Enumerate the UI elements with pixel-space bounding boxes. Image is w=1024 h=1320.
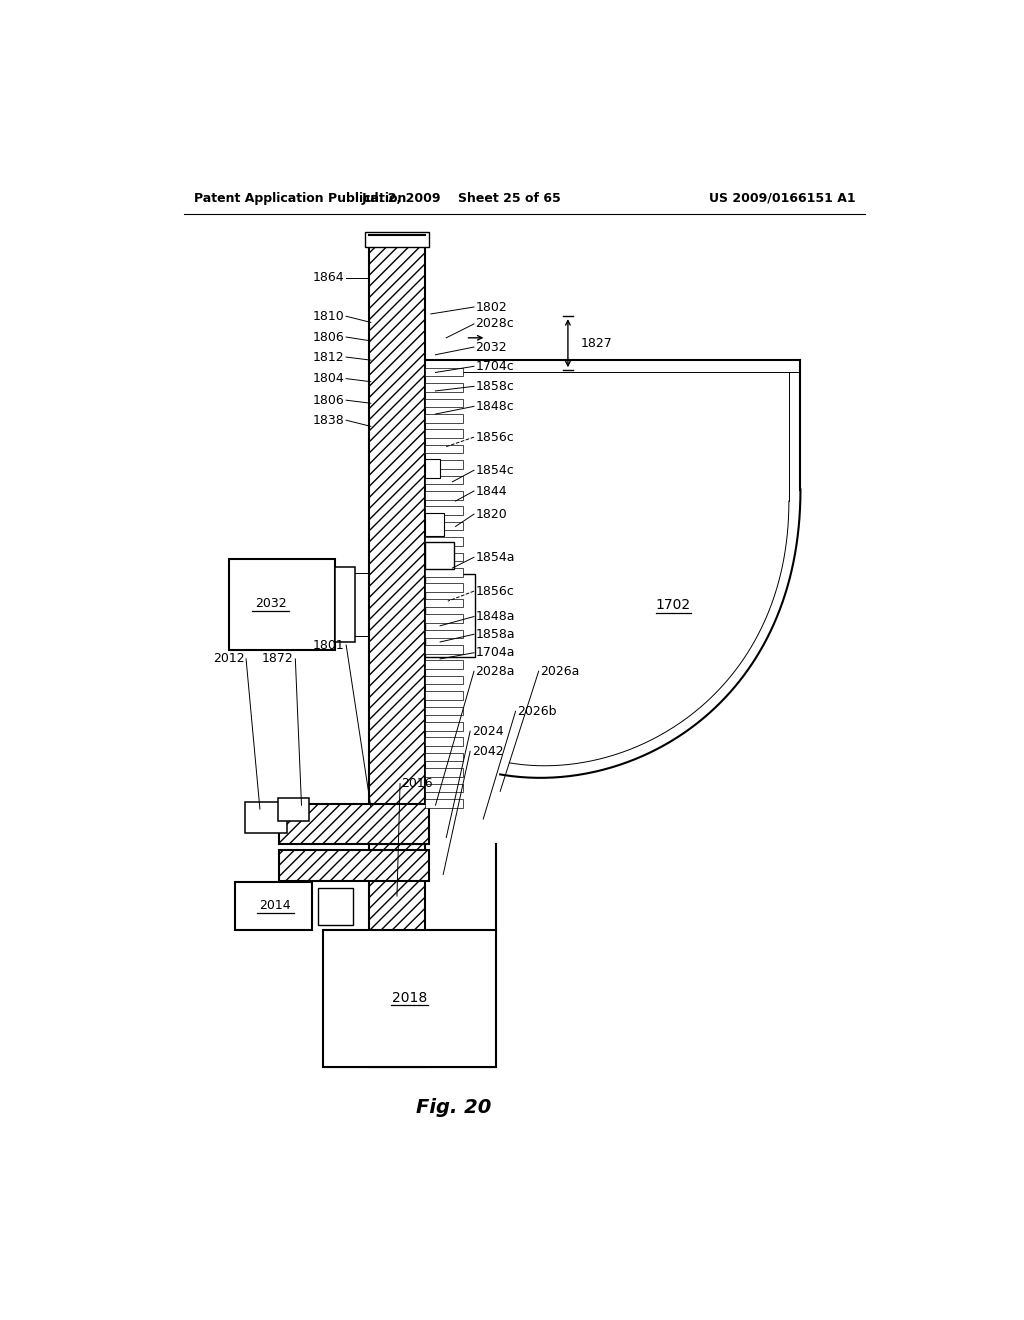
Text: 1864: 1864 (313, 271, 345, 284)
Bar (425, 512, 444, 536)
Bar (425, 574, 475, 657)
Bar (425, 568, 463, 577)
Bar (425, 414, 463, 422)
Bar (425, 583, 463, 591)
Bar (336, 566, 355, 642)
Text: 1854c: 1854c (475, 463, 514, 477)
Text: 2028a: 2028a (475, 665, 515, 677)
Text: 1856c: 1856c (475, 430, 514, 444)
Bar (425, 383, 463, 392)
Bar (425, 692, 463, 700)
Text: 1704c: 1704c (475, 360, 514, 372)
Bar (317, 888, 353, 925)
Bar (425, 614, 463, 623)
Text: 1702: 1702 (655, 598, 691, 612)
Bar (425, 445, 463, 453)
Text: Fig. 20: Fig. 20 (417, 1097, 492, 1117)
Bar (323, 929, 497, 1067)
Text: 2026b: 2026b (517, 705, 557, 718)
Bar (425, 507, 463, 515)
Text: 1820: 1820 (475, 508, 507, 520)
Bar (425, 645, 463, 653)
Bar (425, 553, 463, 561)
Text: 2028c: 2028c (475, 317, 514, 330)
Bar (279, 797, 309, 821)
Text: 1810: 1810 (313, 310, 345, 323)
Bar (236, 882, 312, 929)
Bar (425, 768, 463, 776)
Text: 2016: 2016 (401, 777, 433, 791)
Bar (425, 399, 463, 407)
Text: 1704a: 1704a (475, 647, 515, 659)
Text: 2026a: 2026a (541, 665, 580, 677)
Bar (425, 521, 463, 531)
Text: 2018: 2018 (391, 991, 427, 1005)
Bar (425, 799, 463, 808)
Bar (280, 804, 429, 843)
Text: 2012: 2012 (213, 652, 245, 665)
Bar (425, 752, 463, 762)
Bar (425, 630, 463, 638)
Text: 1806: 1806 (313, 330, 345, 343)
Bar (425, 475, 463, 484)
Bar (425, 722, 463, 730)
Bar (425, 738, 463, 746)
Bar (245, 803, 287, 833)
Bar (229, 558, 336, 649)
Bar (425, 706, 463, 715)
Text: 1806: 1806 (313, 393, 345, 407)
Text: Patent Application Publication: Patent Application Publication (194, 191, 407, 205)
Text: 1804: 1804 (313, 372, 345, 385)
Bar (425, 543, 454, 569)
Bar (425, 599, 463, 607)
Text: 1838: 1838 (313, 413, 345, 426)
Bar (425, 537, 463, 545)
Text: Jul. 2, 2009    Sheet 25 of 65: Jul. 2, 2009 Sheet 25 of 65 (361, 191, 561, 205)
Bar (280, 850, 429, 880)
Text: 2042: 2042 (472, 744, 503, 758)
Text: 2032: 2032 (255, 597, 287, 610)
Bar (425, 660, 463, 669)
Text: 1858c: 1858c (475, 380, 514, 393)
Bar (370, 235, 425, 843)
Text: 1856c: 1856c (475, 585, 514, 598)
Text: 1858a: 1858a (475, 628, 515, 640)
Bar (425, 461, 463, 469)
Text: 2014: 2014 (259, 899, 291, 912)
Bar (425, 676, 463, 684)
Text: 1854a: 1854a (475, 550, 515, 564)
Bar (425, 368, 463, 376)
Text: 2024: 2024 (472, 725, 503, 738)
Text: 1801: 1801 (313, 639, 345, 652)
Text: 1848c: 1848c (475, 400, 514, 413)
Bar (425, 784, 463, 792)
Bar (425, 491, 463, 499)
Text: 1827: 1827 (581, 337, 612, 350)
Bar (366, 231, 429, 247)
Text: 1802: 1802 (475, 301, 507, 314)
Text: 2032: 2032 (475, 341, 507, 354)
Text: 1872: 1872 (262, 652, 294, 665)
Bar (370, 843, 425, 1067)
Bar (425, 459, 440, 478)
Text: 1812: 1812 (313, 351, 345, 363)
Bar (425, 429, 463, 438)
Text: 1848a: 1848a (475, 610, 515, 623)
Text: US 2009/0166151 A1: US 2009/0166151 A1 (710, 191, 856, 205)
Text: 1844: 1844 (475, 484, 507, 498)
